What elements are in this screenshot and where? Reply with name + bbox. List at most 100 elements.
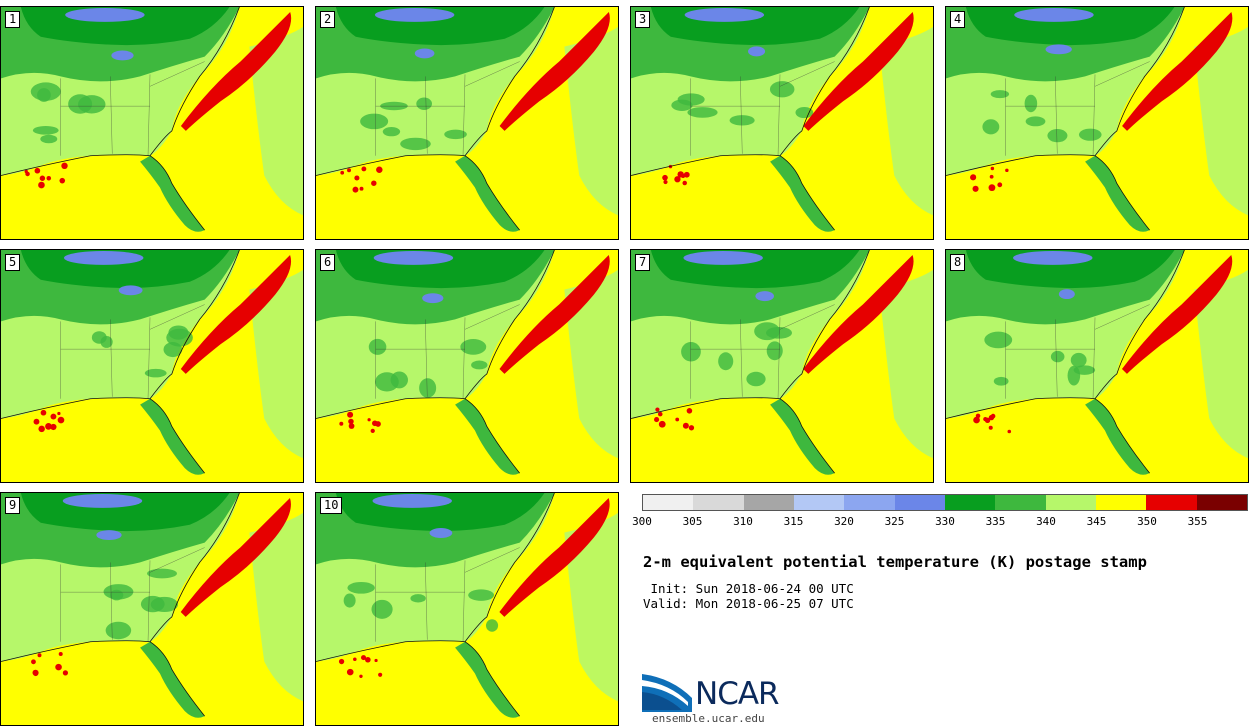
state-boundary — [462, 317, 466, 399]
map-panel-1: 1 — [0, 6, 304, 240]
florida-region — [770, 155, 835, 232]
map-field-svg — [631, 250, 933, 482]
offshore-region — [879, 269, 933, 459]
green-patch — [382, 127, 401, 137]
map-panel-3: 3 — [630, 6, 934, 240]
warm-speckle — [972, 174, 976, 178]
state-boundary — [464, 61, 520, 87]
map-panel-4: 4 — [945, 6, 1249, 240]
warm-speckle — [38, 181, 45, 189]
map-field-svg — [631, 7, 933, 239]
offshore-region — [879, 26, 933, 216]
coastline — [946, 250, 1185, 474]
map-panel-9: 9 — [0, 492, 304, 726]
colorbar-tick-label: 350 — [1137, 515, 1157, 528]
green-patch — [1067, 365, 1081, 386]
green-patch — [40, 134, 58, 144]
warm-speckle — [340, 170, 345, 175]
green-patch — [795, 106, 814, 119]
warm-speckle — [37, 653, 42, 658]
warm-speckle — [972, 185, 979, 192]
green-patch — [371, 599, 393, 619]
warm-speckle — [975, 413, 981, 419]
warm-speckle — [683, 171, 690, 178]
state-boundary — [110, 76, 113, 154]
state-boundary — [425, 319, 428, 397]
cool-region-blob — [62, 493, 143, 508]
green-patch — [1024, 94, 1038, 113]
map-field-svg — [946, 250, 1248, 482]
warm-speckle — [370, 428, 375, 433]
warm-speckle — [682, 422, 689, 429]
green-patch — [410, 594, 426, 603]
state-boundary — [464, 547, 520, 573]
green-patch — [140, 595, 165, 613]
warm-speckle — [346, 668, 354, 676]
panel-number: 3 — [635, 11, 651, 28]
green-patch — [746, 371, 766, 387]
warm-speckle — [997, 182, 1003, 188]
panel-number: 5 — [5, 254, 21, 271]
warm-speckle — [50, 423, 57, 431]
colorbar-segment — [894, 495, 945, 510]
offshore-region — [564, 269, 618, 459]
cool-region-blob — [684, 7, 765, 22]
logo-url: ensemble.ucar.edu — [652, 712, 765, 725]
state-boundary — [779, 61, 835, 87]
warm-speckle — [359, 674, 363, 679]
green-patch — [105, 621, 132, 640]
colorbar-segment — [1045, 495, 1096, 510]
warm-plume — [499, 11, 610, 131]
warm-speckle — [359, 186, 364, 191]
warm-plume — [499, 254, 610, 374]
cool-region-blob — [1014, 7, 1094, 22]
warm-speckle — [378, 672, 383, 677]
cool-region-blob — [748, 46, 766, 57]
green-patch — [993, 376, 1009, 386]
state-boundary — [110, 562, 113, 640]
green-patch — [163, 342, 183, 358]
offshore-region — [249, 269, 303, 459]
cool-region-blob — [1013, 250, 1093, 265]
colorbar-segment — [995, 495, 1046, 510]
cool-region-blob — [1058, 289, 1075, 300]
warm-speckle — [658, 420, 666, 428]
green-patch — [343, 593, 356, 608]
green-patch — [1047, 129, 1068, 143]
warm-plume — [1122, 11, 1233, 131]
warm-speckle — [353, 657, 357, 662]
coastline — [1, 7, 240, 231]
warm-speckle — [339, 421, 344, 426]
colorbar-segment — [944, 495, 996, 510]
map-panel-7: 7 — [630, 249, 934, 483]
state-boundary — [1092, 317, 1096, 399]
map-panel-5: 5 — [0, 249, 304, 483]
green-patch — [990, 90, 1010, 99]
map-field-svg — [316, 7, 618, 239]
warm-speckle — [973, 416, 980, 424]
cool-region-blob — [1045, 44, 1072, 55]
green-patch — [671, 99, 693, 111]
colorbar-tick-label: 355 — [1187, 515, 1208, 528]
warm-speckle — [50, 413, 57, 420]
cool-region-blob — [429, 528, 453, 538]
map-field-svg — [946, 7, 1248, 239]
green-patch — [471, 360, 488, 370]
warm-speckle — [990, 166, 995, 171]
green-patch — [687, 107, 718, 118]
cool-region-blob — [373, 250, 454, 265]
coastline — [631, 250, 870, 474]
cool-region-blob — [374, 7, 455, 22]
warm-speckle — [372, 420, 378, 427]
warm-plume — [803, 11, 914, 131]
coastline — [316, 250, 555, 474]
panel-number: 4 — [950, 11, 966, 28]
warm-speckle — [662, 174, 668, 181]
warm-speckle — [45, 423, 52, 430]
warm-speckle — [680, 173, 686, 179]
green-patch — [1070, 352, 1087, 368]
warm-speckle — [34, 167, 41, 174]
green-patch — [368, 338, 387, 355]
green-patch — [416, 97, 432, 110]
green-patch — [984, 331, 1013, 349]
